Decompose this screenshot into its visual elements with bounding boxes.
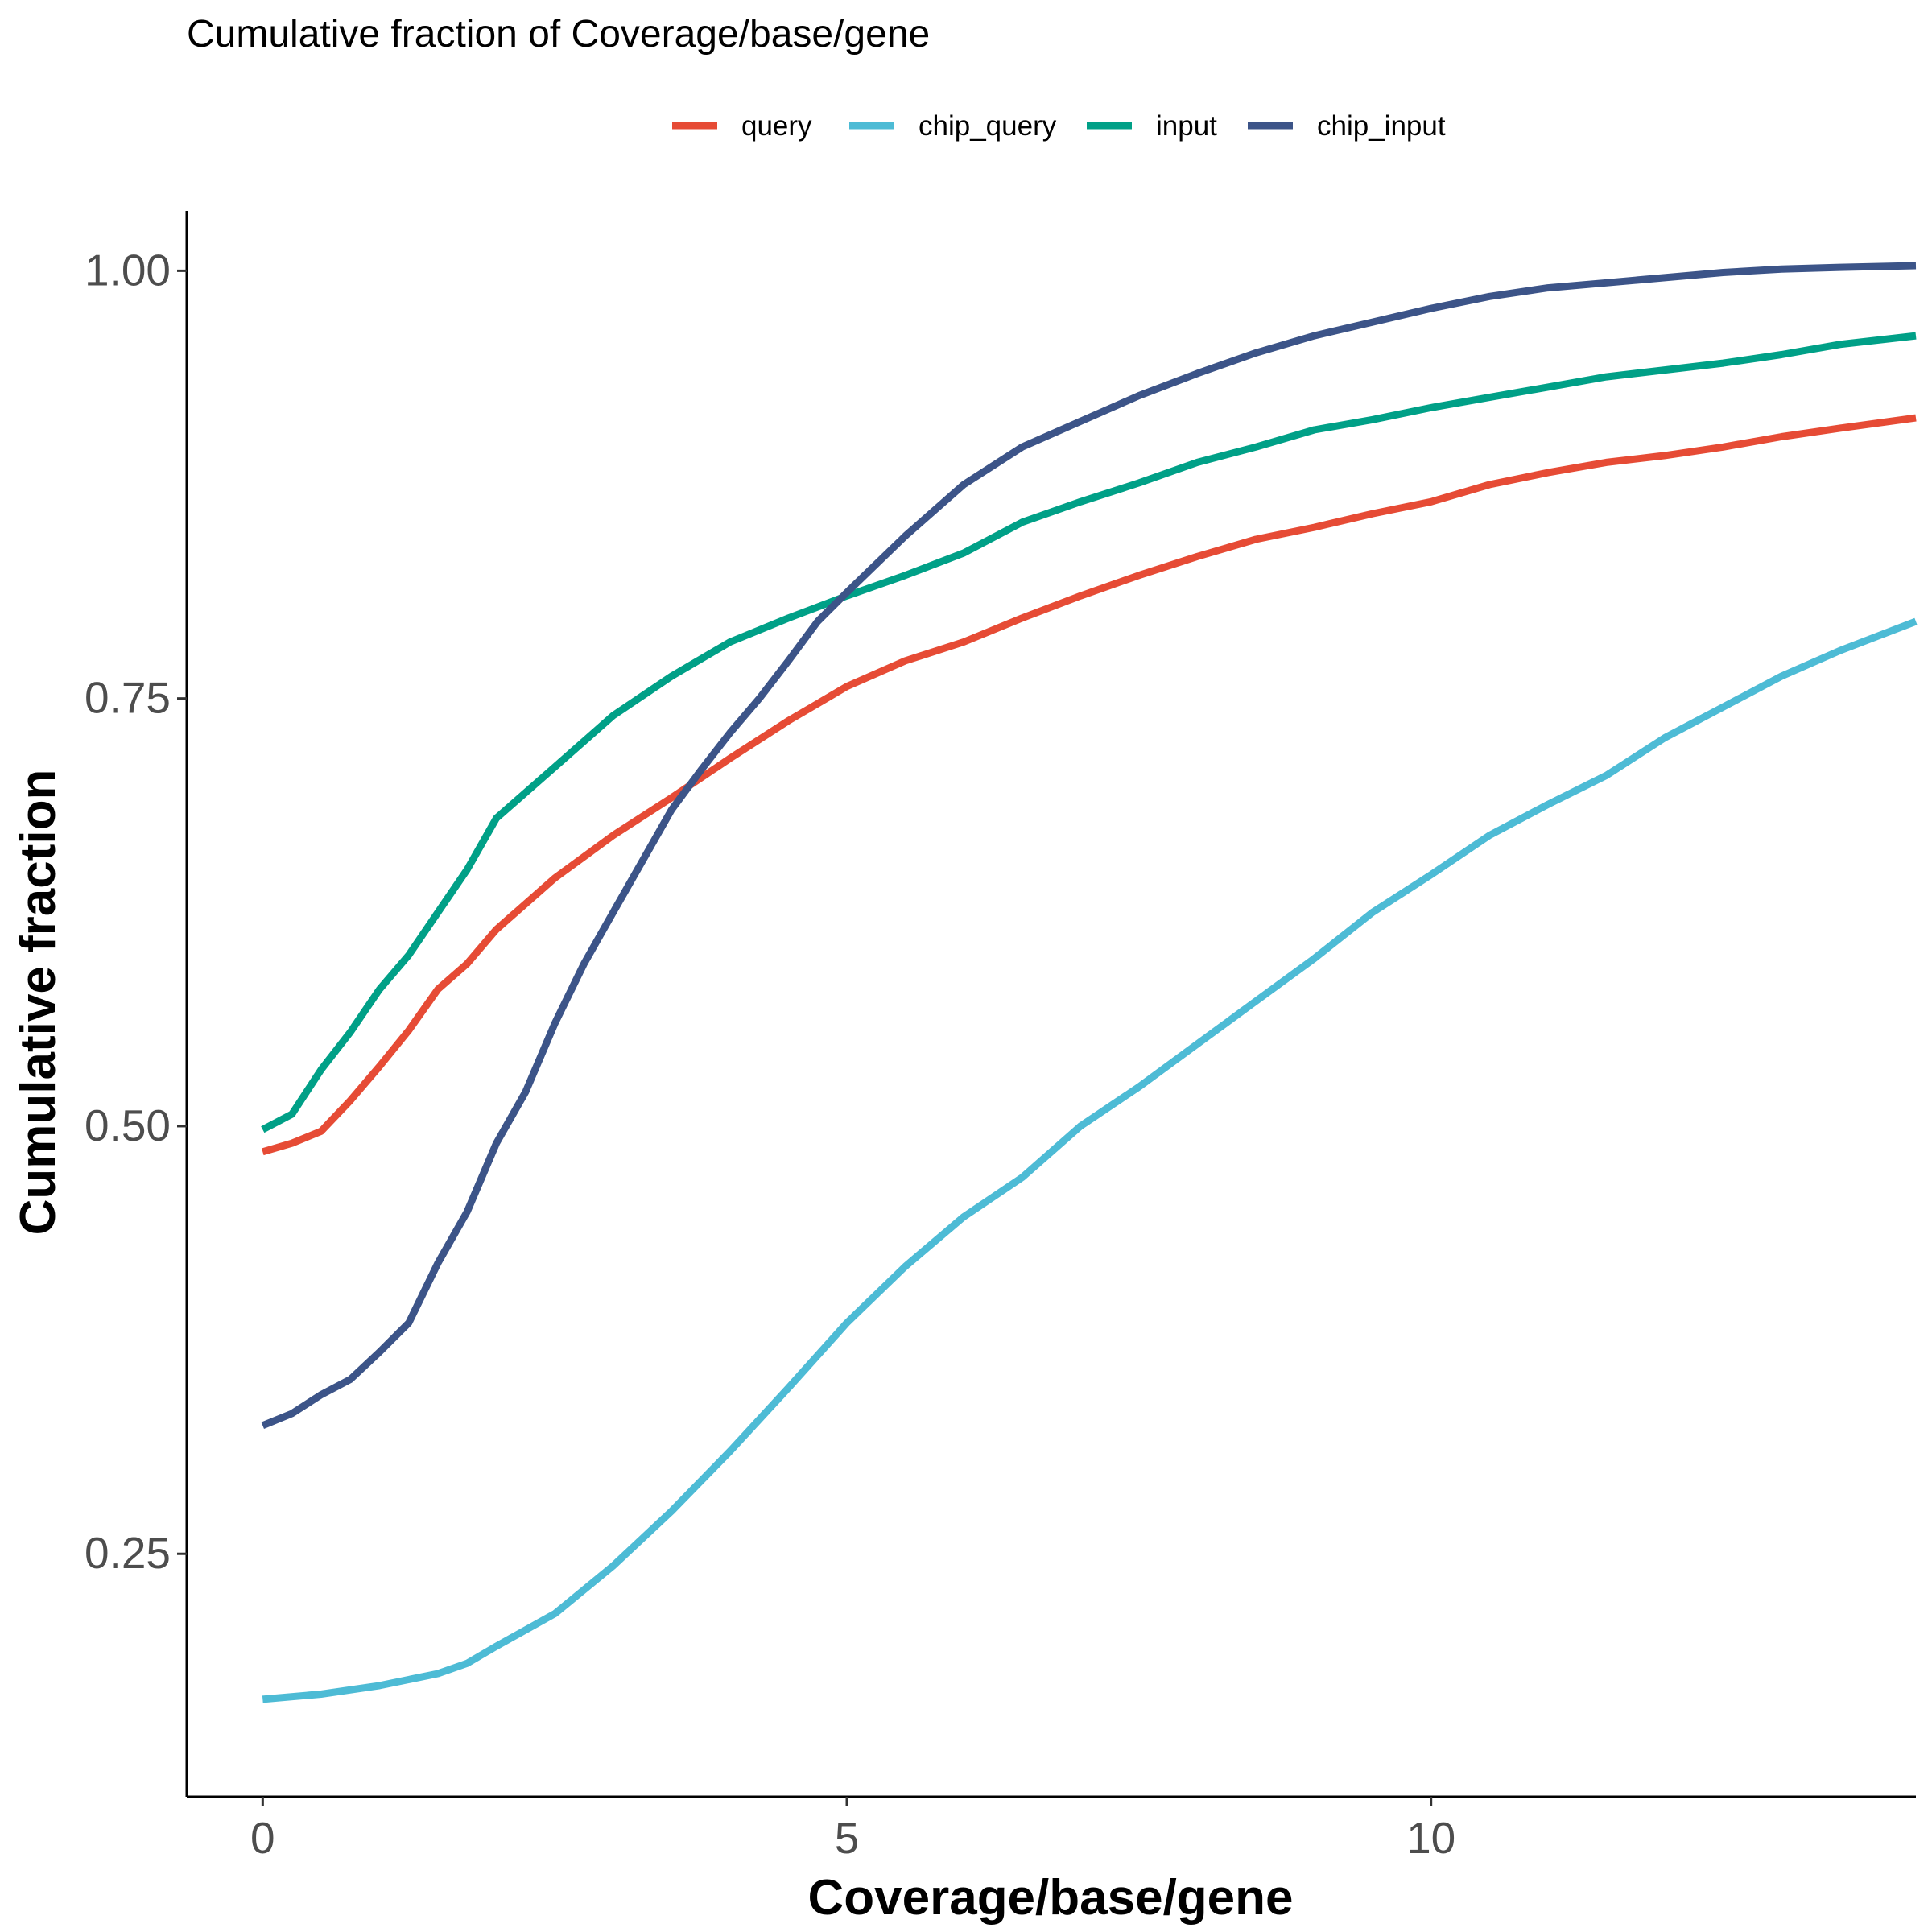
series-line-chip-query [262,617,1918,1703]
series-line-input [261,332,1917,1133]
legend-label-chip-query: chip_query [919,110,1057,142]
series-line-query [262,414,1917,1156]
legend-label-input: input [1156,110,1217,142]
chart-title: Cumulative fraction of Coverage/base/gen… [187,13,930,56]
y-tick-label: 0.50 [85,1100,171,1150]
x-axis-ticks: 0 5 10 [250,1797,1455,1863]
y-tick-label: 1.00 [85,245,171,295]
x-tick-label: 0 [250,1813,275,1863]
legend-label-query: query [741,110,812,142]
x-tick-label: 10 [1406,1813,1455,1863]
series-line-chip-input [261,262,1917,1429]
y-axis-ticks: 0.25 0.50 0.75 1.00 [85,245,187,1578]
legend: query chip_query input chip_input [672,110,1446,142]
x-tick-label: 5 [835,1813,860,1863]
x-axis-title: Coverage/base/gene [807,1870,1293,1926]
y-axis-title: Cumulative fraction [10,770,66,1236]
legend-label-chip-input: chip_input [1317,110,1446,142]
series-group [261,262,1918,1703]
y-tick-label: 0.25 [85,1528,171,1578]
y-tick-label: 0.75 [85,673,171,723]
